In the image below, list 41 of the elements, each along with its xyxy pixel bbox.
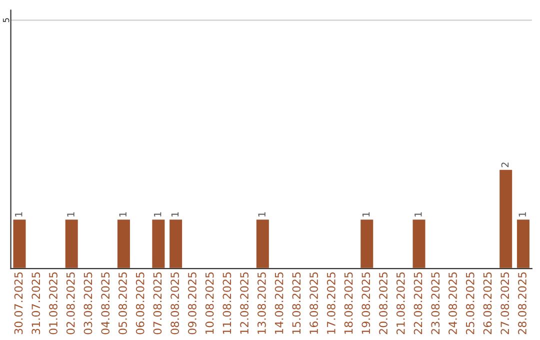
data-label: 1 (154, 212, 162, 216)
x-tick-label: 23.08.2025 (431, 272, 440, 334)
x-tick-label: 20.08.2025 (379, 272, 388, 334)
x-tick-label: 13.08.2025 (257, 272, 266, 334)
data-label: 1 (171, 212, 178, 216)
x-tick-label: 27.08.2025 (500, 272, 510, 334)
x-tick-label: 24.08.2025 (448, 272, 457, 334)
x-tick-label: 30.07.2025 (14, 272, 23, 334)
x-tick-label: 04.08.2025 (101, 272, 110, 334)
x-tick-label: 10.08.2025 (205, 272, 214, 334)
x-tick-label: 14.08.2025 (274, 272, 284, 334)
data-label: 1 (119, 212, 126, 216)
x-tick-label: 11.08.2025 (222, 272, 232, 334)
data-label: 1 (518, 212, 526, 216)
x-tick-label: 09.08.2025 (188, 272, 196, 334)
x-tick-label: 12.08.2025 (240, 272, 249, 334)
data-label: 1 (414, 212, 422, 216)
x-tick-label: 17.08.2025 (326, 272, 336, 334)
x-tick-label: 02.08.2025 (66, 272, 75, 334)
data-label: 1 (67, 212, 74, 216)
data-label: 1 (258, 212, 266, 216)
x-tick-label: 03.08.2025 (84, 272, 92, 334)
x-tick-label: 16.08.2025 (310, 272, 318, 334)
x-tick-label: 08.08.2025 (170, 272, 180, 334)
data-label: 1 (362, 212, 370, 216)
x-tick-label: 31.07.2025 (32, 272, 40, 334)
x-tick-label: 21.08.2025 (396, 272, 405, 334)
x-tick-label: 22.08.2025 (414, 272, 422, 334)
data-label: 2 (501, 162, 509, 168)
x-tick-label: 07.08.2025 (153, 272, 162, 334)
x-tick-label: 18.08.2025 (344, 272, 353, 334)
x-tick-label: 25.08.2025 (466, 272, 474, 334)
x-tick-label: 01.08.2025 (49, 272, 58, 334)
y-tick-label: 5 (2, 18, 10, 22)
x-tick-label: 06.08.2025 (136, 272, 144, 334)
x-tick-label: 26.08.2025 (483, 272, 492, 334)
data-label: 1 (15, 212, 22, 216)
x-tick-label: 05.08.2025 (118, 272, 127, 334)
x-tick-label: 19.08.2025 (362, 272, 370, 334)
x-tick-label: 28.08.2025 (518, 272, 526, 334)
x-tick-label: 15.08.2025 (292, 272, 301, 334)
